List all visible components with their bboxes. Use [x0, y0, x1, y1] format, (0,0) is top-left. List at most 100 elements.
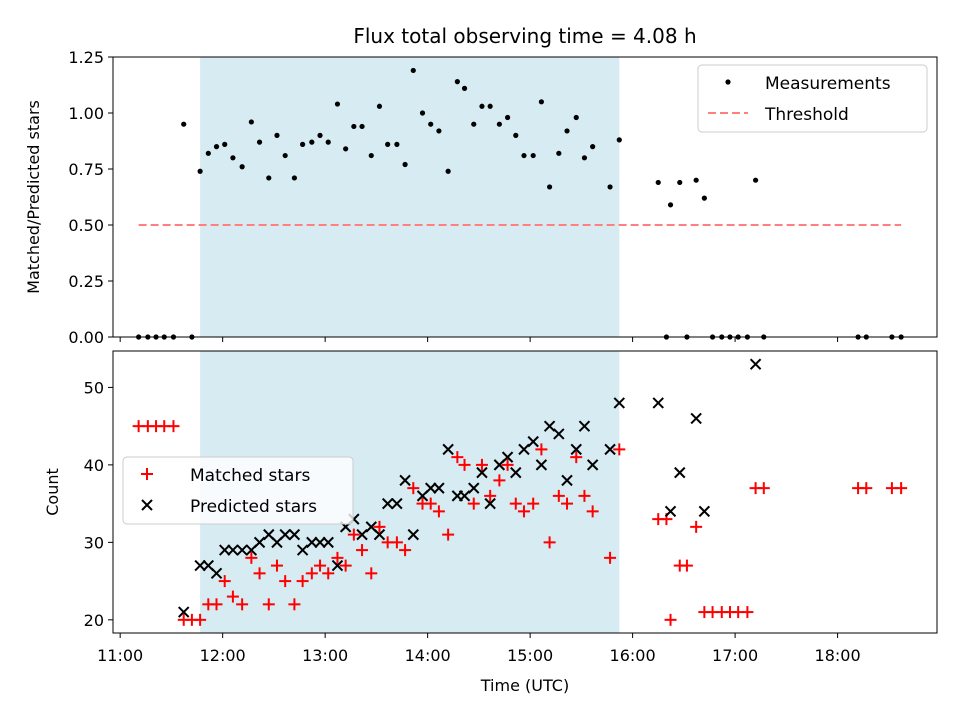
legend-predicted-label: Predicted stars: [190, 497, 317, 517]
matched-stars-point: [741, 606, 754, 619]
predicted-stars-point: [314, 536, 326, 549]
predicted-stars-point: [399, 474, 411, 487]
measurement-point: [317, 132, 323, 138]
measurement-point: [282, 152, 288, 159]
x-tick-label: 16:00: [610, 646, 656, 665]
legend-predicted-marker: [141, 499, 153, 511]
measurement-point: [655, 179, 661, 186]
legend-measurements-marker: [725, 79, 731, 85]
count-axes-frame: [112, 350, 938, 634]
measurement-point: [205, 150, 211, 156]
measurement-point: [325, 139, 331, 145]
measurement-point: [334, 101, 341, 107]
x-tick-label: 13:00: [302, 646, 348, 665]
measurement-point: [428, 121, 434, 127]
matched-stars-point: [570, 451, 583, 464]
ratio-y-axis-label: Matched/Predicted stars: [24, 100, 43, 294]
ratio-y-tick-label: 0.25: [68, 272, 104, 291]
ratio-y-tick-label: 1.25: [68, 48, 104, 67]
measurement-point: [590, 144, 596, 150]
predicted-stars-point: [227, 544, 239, 556]
matched-stars-point: [604, 551, 617, 564]
legend-matched-label: Matched stars: [190, 466, 310, 486]
matched-stars-point: [288, 598, 301, 611]
ratio-legend-box: [697, 64, 928, 133]
measurement-point: [248, 119, 254, 125]
predicted-stars-point: [391, 497, 403, 510]
measurement-point: [564, 128, 570, 134]
matched-stars-point: [314, 559, 327, 572]
predicted-stars-point: [586, 459, 599, 471]
measurement-point: [461, 85, 468, 91]
matched-stars-point: [167, 420, 180, 433]
x-tick-label: 15:00: [507, 646, 553, 665]
matched-stars-point: [331, 551, 344, 564]
predicted-stars-point: [674, 466, 686, 479]
matched-stars-point: [484, 489, 497, 502]
count-y-tick-label: 40: [84, 456, 104, 475]
count-y-tick-label: 50: [84, 378, 104, 397]
measurement-point: [693, 177, 699, 183]
measurement-point: [581, 155, 588, 161]
matched-stars-point: [270, 559, 283, 572]
measurement-point: [546, 184, 553, 190]
ratio-axes-frame: [112, 56, 938, 338]
predicted-stars-point: [178, 606, 190, 618]
predicted-stars-point: [210, 567, 223, 580]
measurement-point: [239, 164, 245, 170]
matched-stars-point: [860, 482, 873, 495]
predicted-stars-point: [468, 482, 480, 494]
matched-stars-point: [509, 497, 522, 510]
measurement-point: [230, 155, 236, 161]
predicted-stars-point: [613, 397, 625, 409]
x-tick-label: 17:00: [712, 646, 758, 665]
matched-stars-point: [236, 598, 249, 611]
measurement-point: [445, 168, 451, 174]
count-panel: 20 30 40 50 Count Matched stars Predicted s…: [43, 350, 938, 638]
matched-stars-point: [210, 598, 223, 611]
predicted-stars-point: [194, 559, 206, 572]
measurement-point: [359, 123, 365, 130]
predicted-stars-point: [561, 474, 573, 487]
x-tick-label: 12:00: [200, 646, 246, 665]
matched-stars-point: [279, 575, 292, 588]
predicted-stars-point: [425, 482, 437, 494]
matched-stars-point: [365, 567, 378, 580]
predicted-stars-point: [501, 451, 514, 463]
predicted-stars-point: [407, 528, 419, 541]
predicted-stars-point: [484, 497, 496, 510]
measurement-point: [300, 141, 306, 147]
matched-stars-point: [586, 505, 599, 518]
chart-title: Flux total observing time = 4.08 h: [353, 24, 696, 48]
predicted-stars-point: [373, 528, 386, 541]
matched-stars-point: [226, 590, 239, 603]
predicted-stars-point: [331, 559, 344, 572]
matched-stars-point: [757, 482, 770, 495]
matched-stars-point: [253, 567, 266, 580]
x-tick-label: 14:00: [405, 646, 451, 665]
matched-stars-point: [527, 497, 540, 510]
legend-matched-marker: [141, 468, 153, 480]
matched-stars-point: [475, 458, 488, 471]
measurement-point: [436, 128, 442, 134]
measurement-point: [181, 121, 187, 127]
predicted-stars-point: [322, 536, 334, 549]
measurement-point: [479, 103, 485, 109]
x-tick-label: 11:00: [97, 646, 143, 665]
matched-stars-point: [322, 567, 335, 580]
measurement-point: [454, 79, 460, 85]
measurement-point: [256, 139, 263, 145]
count-y-tick-label: 30: [84, 533, 104, 552]
legend-threshold-label: Threshold: [764, 105, 849, 125]
matched-stars-point: [535, 443, 548, 456]
measurement-point: [385, 141, 391, 147]
ratio-y-tick-label: 1.00: [68, 104, 104, 123]
ratio-y-tick-label: 0.00: [68, 328, 104, 347]
matched-stars-point: [680, 559, 693, 572]
measurement-point: [410, 67, 416, 74]
measurement-point: [513, 132, 519, 138]
measurement-point: [343, 146, 349, 152]
matched-stars-point: [451, 451, 464, 464]
predicted-stars-point: [253, 536, 266, 549]
predicted-stars-point: [219, 544, 231, 556]
